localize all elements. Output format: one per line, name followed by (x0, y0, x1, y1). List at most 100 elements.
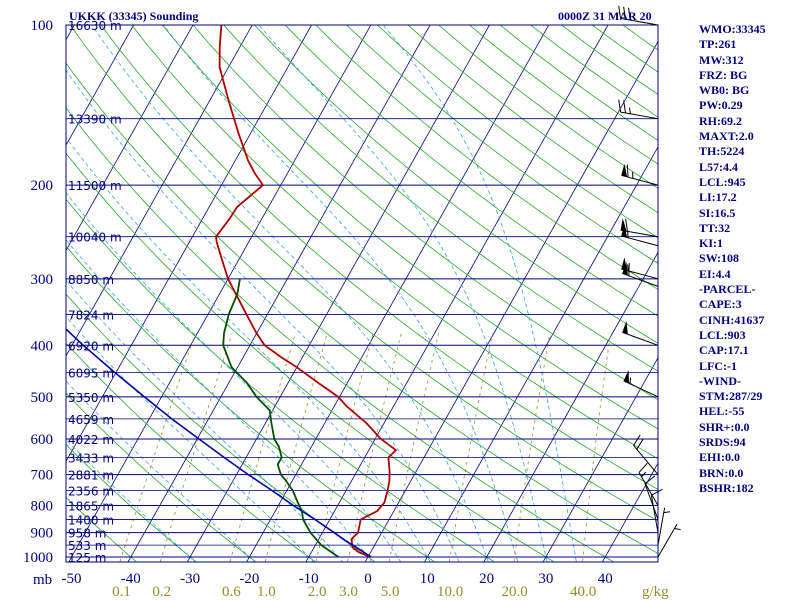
wind-barb-flag (622, 262, 628, 276)
temperature-axis-labels: -50 -40 -30 -20 -10 0 10 20 30 40 (62, 571, 613, 587)
dry-adiabat-line (66, 392, 257, 562)
wind-barb (657, 507, 671, 546)
wind-barb (650, 488, 663, 533)
mixing-ratio-line (119, 333, 196, 562)
wind-barb-staff (657, 523, 678, 558)
wind-barb (638, 462, 659, 506)
isotherm-line (66, 25, 135, 147)
wind-barb-full (623, 6, 626, 20)
dry-adiabat-line (346, 25, 658, 264)
mixing-ratio-line (315, 333, 374, 562)
height-label: 4022 m (68, 433, 114, 447)
pressure-axis-labels: 100 200 300 400 500 600 700 800 900 1000 (23, 18, 53, 566)
isotherm-line (483, 251, 658, 562)
temperature-tick-label: -30 (180, 571, 200, 587)
wind-barb-staff (622, 331, 659, 346)
moist-adiabat-line (66, 69, 460, 562)
dry-adiabat-line (66, 496, 138, 562)
pressure-tick-label: 900 (31, 526, 54, 542)
mixing-ratio-line (159, 333, 233, 562)
sounding-index: SI:16.5 (699, 205, 736, 220)
moist-adiabat-line (258, 25, 548, 562)
isotherm-line (66, 25, 194, 252)
sounding-index: L57:4.4 (699, 159, 738, 174)
wind-barb (618, 99, 659, 120)
sounding-index: KI:1 (699, 236, 723, 251)
height-label: 1400 m (68, 513, 114, 527)
wind-barb-full (633, 434, 641, 446)
wind-barb-flag (623, 369, 629, 384)
height-label: 2881 m (68, 469, 114, 483)
height-label: 7824 m (68, 308, 114, 322)
sounding-index: STM:287/29 (699, 389, 763, 404)
mixing-ratio-tick-label: 1.0 (257, 584, 276, 600)
height-label: 6920 m (68, 339, 114, 353)
background-grid (66, 25, 658, 562)
wind-barb-flag (621, 224, 628, 238)
wind-barb-staff (633, 445, 659, 475)
sounding-index: BRN:0.0 (699, 465, 744, 480)
sounding-index: TP:261 (699, 37, 737, 52)
wind-barb (622, 262, 659, 287)
wind-barb-full (626, 164, 629, 178)
pressure-unit-label: mb (33, 572, 52, 588)
temperature-tick-label: 20 (479, 571, 494, 587)
wind-barb-half (663, 511, 671, 514)
wind-barb (621, 224, 659, 247)
temperature-tick-label: 40 (598, 571, 613, 587)
wind-barb-full (651, 488, 663, 496)
sounding-index: CINH:41637 (699, 312, 765, 327)
height-label: 4659 m (68, 413, 114, 427)
wind-barb-flag (621, 163, 628, 177)
dry-adiabat-line (315, 25, 658, 290)
sounding-index: PW:0.29 (699, 98, 743, 113)
height-label: 6095 m (68, 367, 114, 381)
pressure-tick-label: 300 (31, 272, 54, 288)
pressure-tick-label: 700 (31, 468, 54, 484)
moist-adiabat-line (66, 192, 402, 562)
wind-barb-full (618, 99, 622, 113)
sounding-index: -WIND- (699, 373, 741, 388)
pressure-tick-label: 600 (31, 432, 54, 448)
sounding-index: TH:5224 (699, 144, 745, 159)
wind-barb (622, 321, 659, 346)
chart-header-station: UKKK (33345) Sounding (69, 9, 198, 23)
mixing-ratio-labels: 0.1 0.2 0.6 1.0 2.0 3.0 5.0 10.0 20.0 40.0 (112, 584, 596, 600)
dry-adiabat-line (66, 62, 658, 554)
temperature-profile-line (215, 25, 397, 558)
pressure-tick-label: 100 (31, 18, 54, 34)
moist-adiabat-line (382, 25, 577, 562)
temperature-tick-label: -20 (239, 571, 259, 587)
dry-adiabat-line (192, 25, 658, 401)
wind-barb-staff (620, 17, 659, 26)
sounding-index: SHR+:0.0 (699, 419, 750, 434)
sounding-index: FRZ: BG (699, 67, 748, 82)
wind-barb-staff (644, 483, 659, 520)
sounding-index: LFC:-1 (699, 358, 737, 373)
sounding-index: HEL:-55 (699, 404, 745, 419)
temperature-tick-label: -50 (62, 571, 82, 587)
dry-adiabat-line (253, 25, 658, 344)
dry-adiabat-line (284, 25, 658, 317)
pressure-tick-label: 200 (31, 178, 54, 194)
moist-adiabat-line (66, 239, 373, 562)
dry-adiabat-line (66, 152, 556, 562)
dry-adiabat-line (66, 245, 436, 562)
height-label: 5350 m (68, 391, 114, 405)
isobars (66, 24, 658, 558)
mixing-ratio-line (229, 333, 296, 562)
wind-barb-staff (620, 111, 659, 120)
sounding-index: RH:69.2 (699, 113, 742, 128)
sounding-index: SW:108 (699, 251, 740, 266)
mixing-ratio-tick-label: 0.2 (152, 584, 171, 600)
height-label: 125 m (68, 551, 106, 565)
wind-barb-full (638, 462, 648, 473)
height-label: 13390 m (68, 113, 122, 127)
wind-barb-half (629, 377, 632, 384)
isotherm-line (66, 25, 253, 357)
dry-adiabat-line (66, 198, 496, 562)
temperature-tick-label: -40 (121, 571, 141, 587)
wind-barb-staff (620, 229, 659, 238)
sounding-index: MAXT:2.0 (699, 129, 754, 144)
wind-barb-full (636, 438, 644, 450)
